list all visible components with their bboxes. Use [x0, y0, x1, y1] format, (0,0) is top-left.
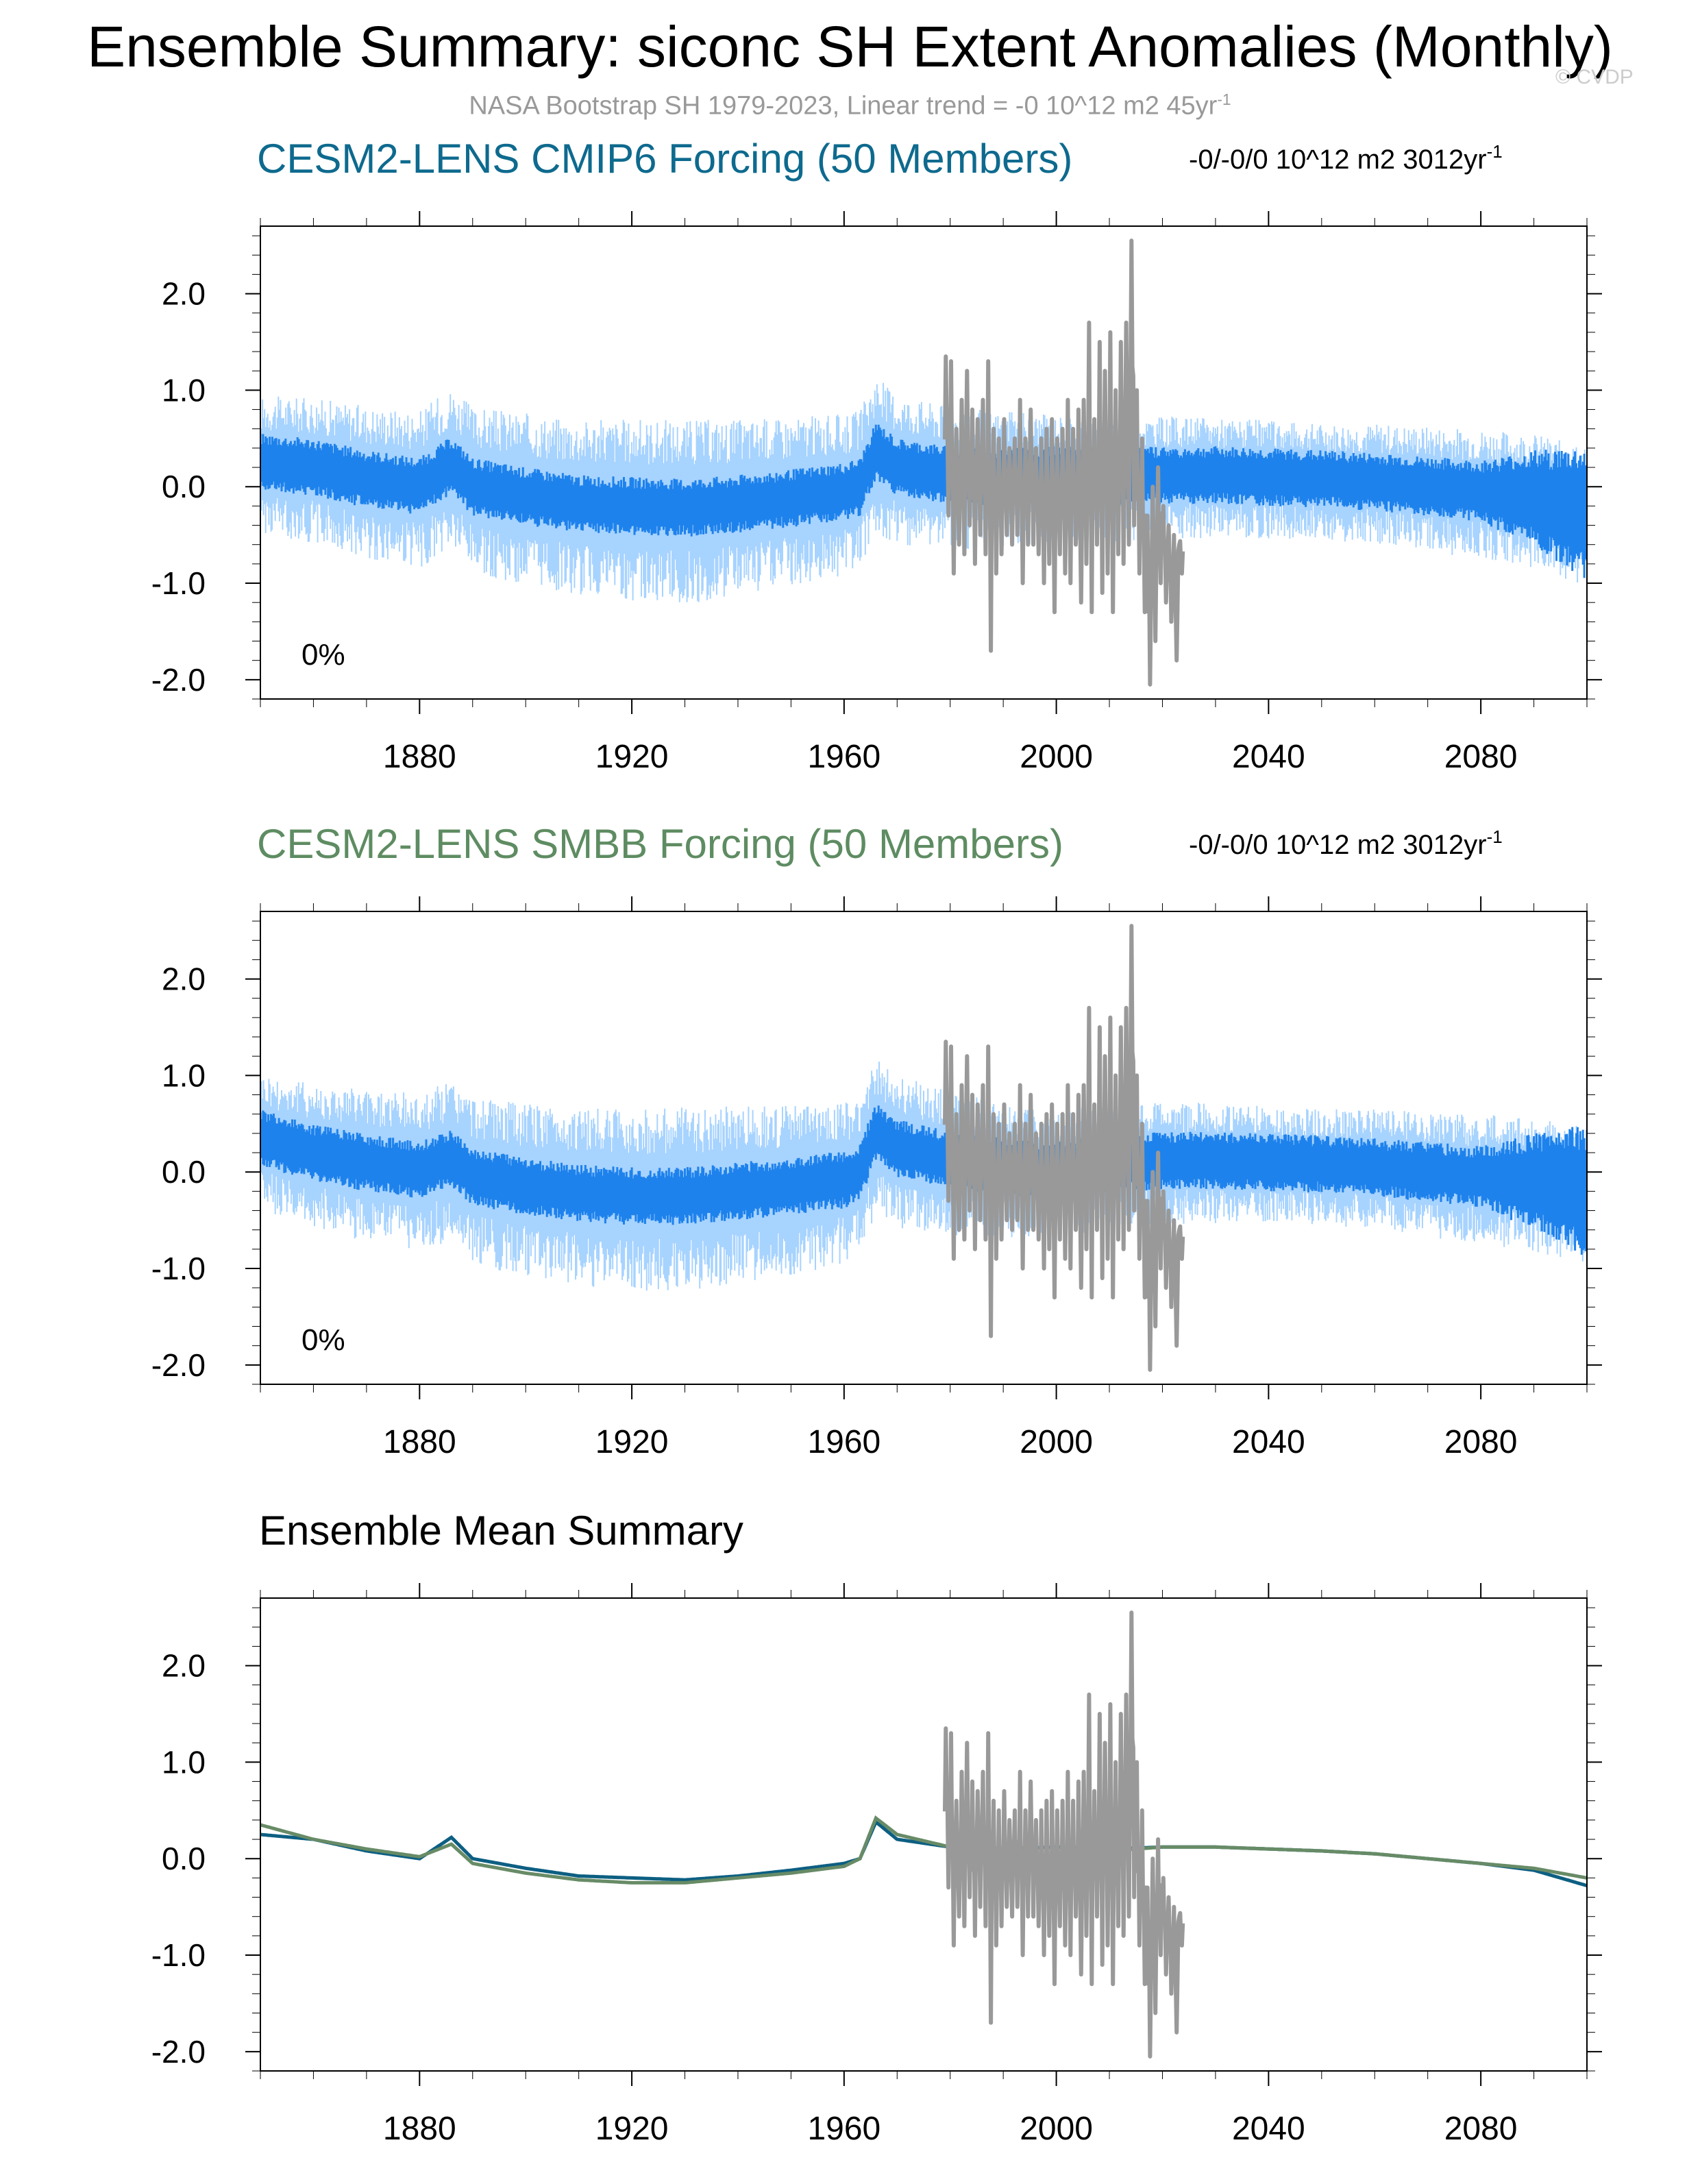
obs-subtitle-sup: -1 — [1217, 90, 1231, 108]
y-tick-label: -1.0 — [151, 1937, 206, 1973]
x-tick-label: 2040 — [1232, 1424, 1305, 1460]
x-tick-label: 2080 — [1444, 2111, 1518, 2147]
y-tick-label: 1.0 — [162, 1744, 206, 1780]
x-tick-label: 2000 — [1020, 2111, 1093, 2147]
x-tick-label: 1960 — [807, 1424, 880, 1460]
y-tick-label: 2.0 — [162, 961, 206, 997]
plot-area — [260, 238, 1587, 687]
x-tick-label: 1880 — [383, 1424, 456, 1460]
y-tick-label: -2.0 — [151, 662, 206, 698]
y-tick-label: 1.0 — [162, 1057, 206, 1093]
trend-text: -0/-0/0 10^12 m2 3012yr — [1189, 145, 1487, 175]
x-tick-label: 2040 — [1232, 2111, 1305, 2147]
y-tick-label: 2.0 — [162, 276, 206, 312]
y-tick-label: -1.0 — [151, 565, 206, 601]
x-tick-label: 2000 — [1020, 739, 1093, 775]
trend-label: -0/-0/0 10^12 m2 3012yr-1 — [1189, 826, 1503, 860]
x-tick-label: 2080 — [1444, 739, 1518, 775]
x-tick-label: 1920 — [595, 1424, 669, 1460]
percent-label: 0% — [301, 638, 345, 672]
panel-3: Ensemble Mean Summary -2.0 -1.0 0.0 1.0 2.0 18… — [151, 1508, 1602, 2147]
x-tick-label: 1960 — [807, 2111, 880, 2147]
trend-label: -0/-0/0 10^12 m2 3012yr-1 — [1189, 141, 1503, 175]
percent-label: 0% — [301, 1323, 345, 1357]
y-tick-label: 0.0 — [162, 469, 206, 504]
x-tick-label: 1920 — [595, 739, 669, 775]
y-tick-label: -1.0 — [151, 1251, 206, 1286]
panel-1: CESM2-LENS CMIP6 Forcing (50 Members) -0/… — [151, 136, 1602, 775]
y-tick-label: 0.0 — [162, 1841, 206, 1876]
obs-subtitle-text: NASA Bootstrap SH 1979-2023, Linear tren… — [469, 91, 1218, 121]
plot-frame — [260, 911, 1588, 1385]
panel-title: Ensemble Mean Summary — [259, 1508, 743, 1554]
mean-line-smbb — [260, 1815, 1587, 1885]
x-tick-label: 1960 — [807, 739, 880, 775]
x-tick-label: 2080 — [1444, 1424, 1518, 1460]
plot-area — [260, 1610, 1587, 2059]
trend-text: -0/-0/0 10^12 m2 3012yr — [1189, 830, 1487, 860]
x-tick-label: 1920 — [595, 2111, 669, 2147]
x-tick-label: 2040 — [1232, 739, 1305, 775]
panel-2: CESM2-LENS SMBB Forcing (50 Members) -0/-… — [151, 821, 1602, 1460]
obs-subtitle: NASA Bootstrap SH 1979-2023, Linear tren… — [0, 90, 1700, 121]
y-tick-label: 2.0 — [162, 1648, 206, 1684]
y-tick-label: 1.0 — [162, 372, 206, 408]
y-tick-label: -2.0 — [151, 1347, 206, 1383]
observation-line — [943, 1610, 1185, 2059]
y-tick-label: -2.0 — [151, 2034, 206, 2070]
plot-area — [260, 924, 1587, 1372]
observation-line — [943, 238, 1185, 687]
x-tick-label: 2000 — [1020, 1424, 1093, 1460]
panel-title: CESM2-LENS SMBB Forcing (50 Members) — [257, 821, 1063, 867]
trend-sup: -1 — [1487, 826, 1503, 847]
main-title: Ensemble Summary: siconc SH Extent Anoma… — [87, 14, 1613, 79]
plot-frame — [260, 1597, 1588, 2072]
y-tick-label: 0.0 — [162, 1154, 206, 1190]
trend-sup: -1 — [1487, 141, 1503, 162]
watermark: © CVDP — [1555, 66, 1634, 88]
x-tick-label: 1880 — [383, 739, 456, 775]
observation-line — [943, 924, 1185, 1372]
x-tick-label: 1880 — [383, 2111, 456, 2147]
plot-frame — [260, 225, 1588, 700]
panel-title: CESM2-LENS CMIP6 Forcing (50 Members) — [257, 136, 1072, 182]
